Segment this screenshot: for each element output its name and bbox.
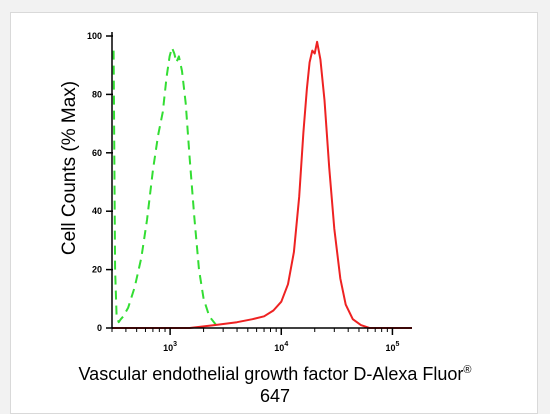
- x-tick-label: 104: [274, 341, 288, 353]
- series-line-1: [112, 46, 217, 326]
- y-axis-label: Cell Counts (% Max): [59, 80, 80, 256]
- y-tick-label: 0: [97, 323, 102, 333]
- x-axis-label-line2: 647: [259, 386, 291, 406]
- x-axis-label: Vascular endothelial growth factor D-Ale…: [78, 364, 464, 384]
- x-tick-label: 105: [385, 341, 399, 353]
- x-axis-label-block: Vascular endothelial growth factor D-Ale…: [0, 359, 550, 407]
- y-tick-label: 40: [92, 206, 102, 216]
- y-tick-label: 80: [92, 89, 102, 99]
- series-line-2: [112, 40, 412, 329]
- y-tick-label: 20: [92, 265, 102, 275]
- x-minor-ticks: [111, 328, 388, 332]
- y-tick-label: 60: [92, 148, 102, 158]
- x-axis-label-registered-mark: ®: [463, 364, 472, 376]
- y-tick-label: 100: [87, 31, 102, 41]
- x-tick-label: 103: [163, 341, 177, 353]
- chart-frame: [10, 12, 538, 414]
